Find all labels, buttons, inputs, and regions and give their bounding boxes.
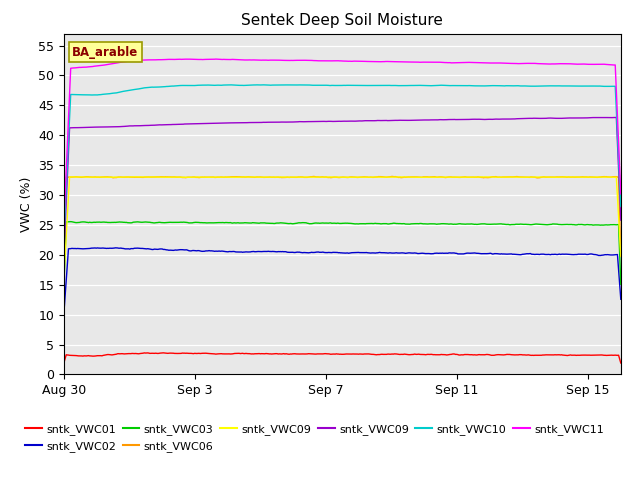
Title: Sentek Deep Soil Moisture: Sentek Deep Soil Moisture [241, 13, 444, 28]
Y-axis label: VWC (%): VWC (%) [20, 176, 33, 232]
Text: BA_arable: BA_arable [72, 46, 139, 59]
Legend: sntk_VWC01, sntk_VWC02, sntk_VWC03, sntk_VWC06, sntk_VWC09, sntk_VWC09, sntk_VWC: sntk_VWC01, sntk_VWC02, sntk_VWC03, sntk… [25, 424, 604, 452]
